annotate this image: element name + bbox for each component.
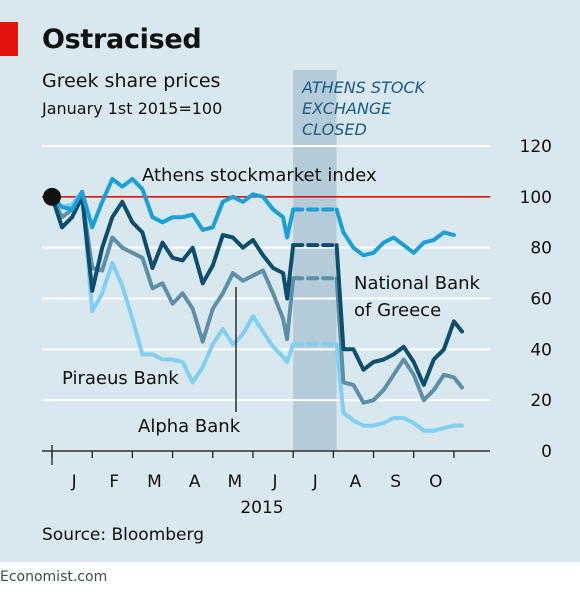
chart-title: Ostracised (42, 24, 202, 55)
x-tick-label-M: M (228, 472, 243, 492)
series-line-after-piraeus-bank (334, 342, 464, 433)
y-tick-40: 40 (530, 340, 552, 360)
series-line-piraeus-bank (50, 189, 296, 385)
x-tick-label-S: S (390, 472, 401, 492)
series-line-after-athens-stockmarket-index (334, 207, 456, 258)
x-year-label: 2015 (240, 498, 283, 518)
y-tick-60: 60 (530, 290, 552, 310)
exchange-closed-label-1: ATHENS STOCK (301, 78, 427, 97)
series-line-after-national-bank-of-greece (334, 243, 464, 387)
x-tick-label-J: J (312, 472, 318, 492)
start-point-dot (43, 187, 61, 206)
x-tick-label-A: A (350, 472, 362, 492)
brand-red-tag (0, 22, 18, 56)
chart-subtitle-index-base: January 1st 2015=100 (42, 99, 223, 118)
line-chart: ATHENS STOCK EXCHANGE CLOSED 0 20 40 60 80 100 1… (42, 70, 552, 518)
x-tick-label-F: F (109, 472, 119, 492)
chart-subtitle: Greek share prices (42, 70, 221, 92)
x-tick-label-M: M (147, 472, 162, 492)
label-national-bank-line1: National Bank (354, 273, 481, 294)
label-athens-index: Athens stockmarket index (142, 165, 377, 186)
series-line-national-bank-of-greece (50, 194, 296, 301)
label-national-bank-line2: of Greece (354, 300, 441, 321)
footer-credit: Economist.com (0, 569, 108, 585)
y-tick-100: 100 (520, 188, 552, 208)
y-tick-120: 120 (520, 137, 552, 157)
exchange-closed-label-2: EXCHANGE (302, 99, 392, 118)
exchange-closed-shade (293, 70, 337, 451)
x-tick-label-A: A (189, 472, 201, 492)
y-tick-0: 0 (541, 442, 552, 462)
y-tick-80: 80 (530, 239, 552, 259)
x-tick-label-J: J (272, 472, 278, 492)
x-tick-label-J: J (71, 472, 77, 492)
series-line-athens-stockmarket-index (50, 177, 296, 240)
y-tick-20: 20 (530, 391, 552, 411)
chart-source: Source: Bloomberg (42, 525, 204, 545)
series-line-after-alpha-bank (334, 276, 464, 405)
label-alpha-bank: Alpha Bank (138, 416, 241, 437)
exchange-closed-label-3: CLOSED (302, 120, 367, 139)
label-piraeus-bank: Piraeus Bank (62, 368, 179, 389)
x-tick-label-O: O (429, 472, 442, 492)
series-line-alpha-bank (50, 194, 296, 344)
